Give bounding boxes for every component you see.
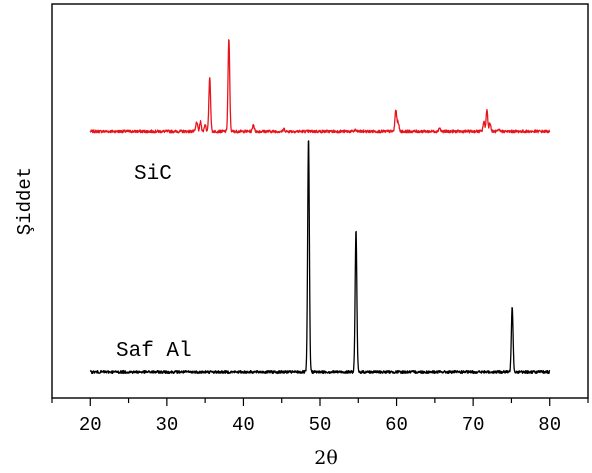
x-axis-tick-labels: 20 30 40 50 60 70 80 xyxy=(79,414,561,436)
plot-frame xyxy=(51,3,589,399)
series-label-sic: SiC xyxy=(134,163,172,186)
x-axis-ticks xyxy=(51,398,589,406)
x-tick-label: 20 xyxy=(79,414,102,436)
x-tick-label: 40 xyxy=(232,414,255,436)
series-line-saf-al xyxy=(89,140,551,375)
x-tick-label: 50 xyxy=(309,414,332,436)
x-tick-label: 80 xyxy=(538,414,561,436)
series-label-saf-al: Saf Al xyxy=(116,340,192,363)
x-tick-label: 70 xyxy=(462,414,485,436)
x-tick-label: 60 xyxy=(385,414,408,436)
series-layer xyxy=(89,39,551,375)
x-axis-label: 2θ xyxy=(314,447,338,469)
x-tick-label: 30 xyxy=(155,414,178,436)
y-axis-label: Şiddet xyxy=(14,167,36,235)
series-line-sic xyxy=(89,39,551,134)
